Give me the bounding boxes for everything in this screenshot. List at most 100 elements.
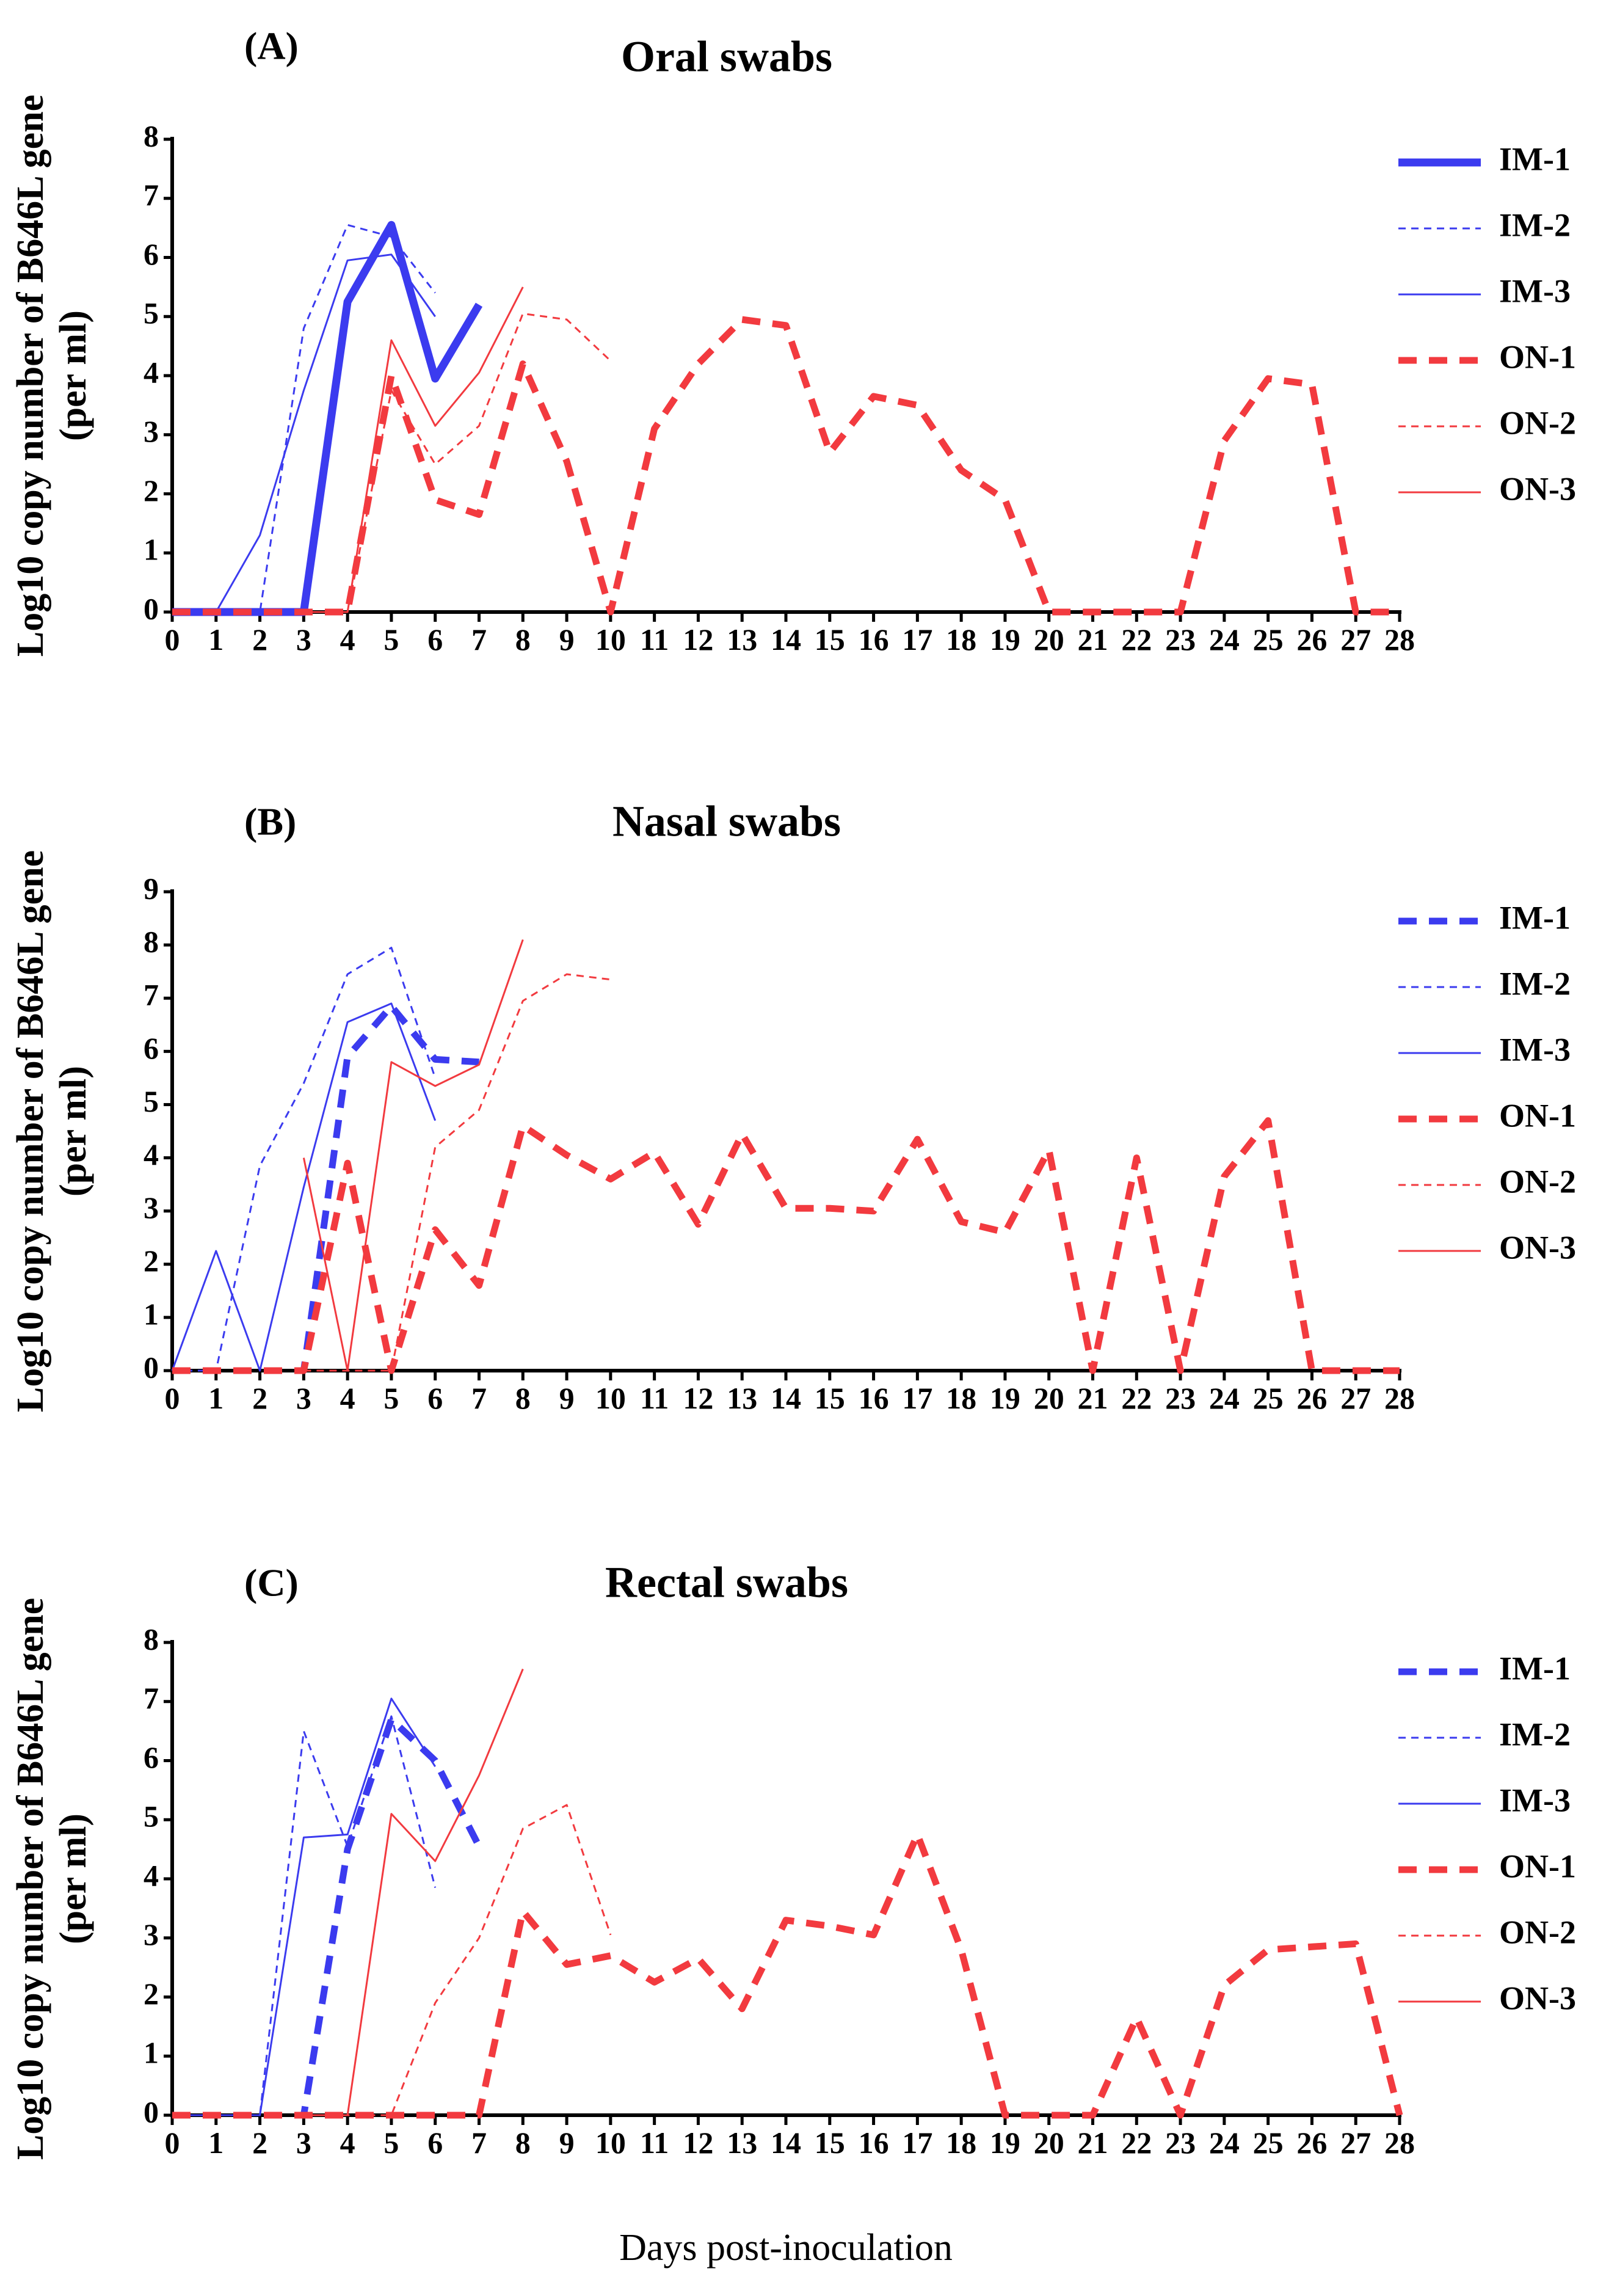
x-tick-label: 2 — [252, 2126, 267, 2160]
y-tick-label: 8 — [144, 925, 159, 959]
legend-label: IM-1 — [1499, 140, 1571, 177]
x-tick-label: 17 — [902, 622, 932, 657]
legend-label: ON-1 — [1499, 1848, 1576, 1884]
y-tick-label: 1 — [144, 533, 159, 567]
y-axis-label-units: (per ml) — [53, 1813, 94, 1944]
x-tick-label: 4 — [340, 1381, 355, 1415]
x-tick-label: 10 — [595, 2126, 626, 2160]
x-tick-label: 27 — [1340, 1381, 1371, 1415]
y-tick-label: 5 — [144, 296, 159, 330]
x-tick-label: 3 — [296, 1381, 311, 1415]
series-line-im-1 — [172, 1002, 479, 1374]
series-line-on-3 — [302, 939, 524, 1372]
x-tick-label: 18 — [946, 622, 976, 657]
y-tick-label: 0 — [144, 591, 159, 625]
series-line-im-2 — [172, 1715, 437, 2116]
x-tick-label: 8 — [515, 622, 531, 657]
legend-label: ON-1 — [1499, 338, 1576, 375]
x-axis-label: Days post-inoculation — [619, 2227, 953, 2269]
y-tick-label: 4 — [144, 1137, 159, 1172]
y-tick-label: 8 — [144, 1622, 159, 1656]
legend-label: ON-3 — [1499, 1229, 1576, 1266]
legend-label: IM-3 — [1499, 272, 1571, 309]
x-tick-label: 15 — [815, 1381, 845, 1415]
panel-title: Rectal swabs — [605, 1558, 848, 1607]
x-tick-label: 0 — [165, 2126, 180, 2160]
y-tick-label: 1 — [144, 2036, 159, 2070]
x-tick-label: 0 — [165, 622, 180, 657]
y-tick-label: 2 — [144, 473, 159, 508]
x-tick-label: 5 — [383, 2126, 399, 2160]
x-tick-label: 9 — [559, 2126, 575, 2160]
legend-label: IM-1 — [1499, 1650, 1571, 1686]
series-line-im-1 — [172, 220, 483, 616]
x-tick-label: 4 — [340, 622, 355, 657]
x-tick-label: 14 — [771, 2126, 801, 2160]
y-tick-label: 8 — [144, 118, 159, 153]
x-tick-label: 5 — [383, 1381, 399, 1415]
y-tick-label: 3 — [144, 1917, 159, 1952]
panel-label: (B) — [244, 800, 296, 844]
x-tick-label: 15 — [815, 2126, 845, 2160]
legend-label: ON-3 — [1499, 470, 1576, 507]
x-tick-label: 22 — [1121, 622, 1152, 657]
x-tick-label: 21 — [1078, 622, 1108, 657]
x-tick-label: 12 — [683, 622, 713, 657]
x-tick-label: 13 — [727, 2126, 757, 2160]
series-line-on-3 — [303, 286, 524, 613]
x-tick-label: 25 — [1253, 1381, 1284, 1415]
y-tick-label: 1 — [144, 1297, 159, 1331]
x-tick-label: 14 — [771, 622, 801, 657]
panel-2: (C) Rectal swabs Log10 copy number of B646… — [10, 1558, 1576, 2160]
legend-label: IM-3 — [1499, 1782, 1571, 1818]
x-tick-label: 24 — [1209, 2126, 1240, 2160]
x-tick-label: 0 — [165, 1381, 180, 1415]
series-line-on-2 — [303, 1804, 612, 2116]
x-tick-label: 13 — [727, 622, 757, 657]
series-line-im-3 — [172, 253, 436, 613]
y-tick-label: 0 — [144, 2094, 159, 2129]
panel-title: Nasal swabs — [612, 797, 841, 846]
y-axis-label-units: (per ml) — [53, 1066, 94, 1197]
x-tick-label: 23 — [1165, 1381, 1196, 1415]
x-tick-label: 24 — [1209, 622, 1240, 657]
x-tick-label: 24 — [1209, 1381, 1240, 1415]
x-tick-label: 20 — [1034, 2126, 1064, 2160]
x-tick-label: 27 — [1340, 2126, 1371, 2160]
x-tick-label: 25 — [1253, 2126, 1284, 2160]
x-tick-label: 17 — [902, 1381, 932, 1415]
y-axis-label-units: (per ml) — [53, 310, 94, 441]
y-axis-label: Log10 copy number of B646L gene — [10, 95, 51, 657]
x-tick-label: 7 — [471, 622, 487, 657]
y-tick-label: 6 — [144, 237, 159, 271]
x-tick-label: 10 — [595, 622, 626, 657]
legend-label: IM-2 — [1499, 965, 1571, 1002]
panel-label: (A) — [244, 24, 299, 68]
x-tick-label: 28 — [1384, 622, 1415, 657]
series-line-on-2 — [303, 312, 611, 613]
x-tick-label: 4 — [340, 2126, 355, 2160]
x-tick-label: 5 — [383, 622, 399, 657]
x-tick-label: 26 — [1296, 622, 1327, 657]
y-tick-label: 9 — [144, 871, 159, 905]
series-line-im-3 — [172, 1697, 436, 2116]
x-tick-label: 8 — [515, 2126, 531, 2160]
x-tick-label: 6 — [427, 622, 443, 657]
x-tick-label: 8 — [515, 1381, 531, 1415]
x-tick-label: 12 — [683, 1381, 713, 1415]
legend-label: ON-2 — [1499, 1163, 1576, 1200]
y-tick-label: 6 — [144, 1740, 159, 1774]
legend-label: IM-3 — [1499, 1031, 1571, 1068]
x-tick-label: 22 — [1121, 1381, 1152, 1415]
x-tick-label: 2 — [252, 622, 267, 657]
x-tick-label: 9 — [559, 622, 575, 657]
x-tick-label: 26 — [1296, 1381, 1327, 1415]
x-tick-label: 9 — [559, 1381, 575, 1415]
x-tick-label: 19 — [990, 2126, 1020, 2160]
x-tick-label: 19 — [990, 1381, 1020, 1415]
x-tick-label: 28 — [1384, 2126, 1415, 2160]
x-tick-label: 16 — [859, 1381, 889, 1415]
x-tick-label: 7 — [471, 2126, 487, 2160]
panel-label: (C) — [244, 1561, 299, 1605]
